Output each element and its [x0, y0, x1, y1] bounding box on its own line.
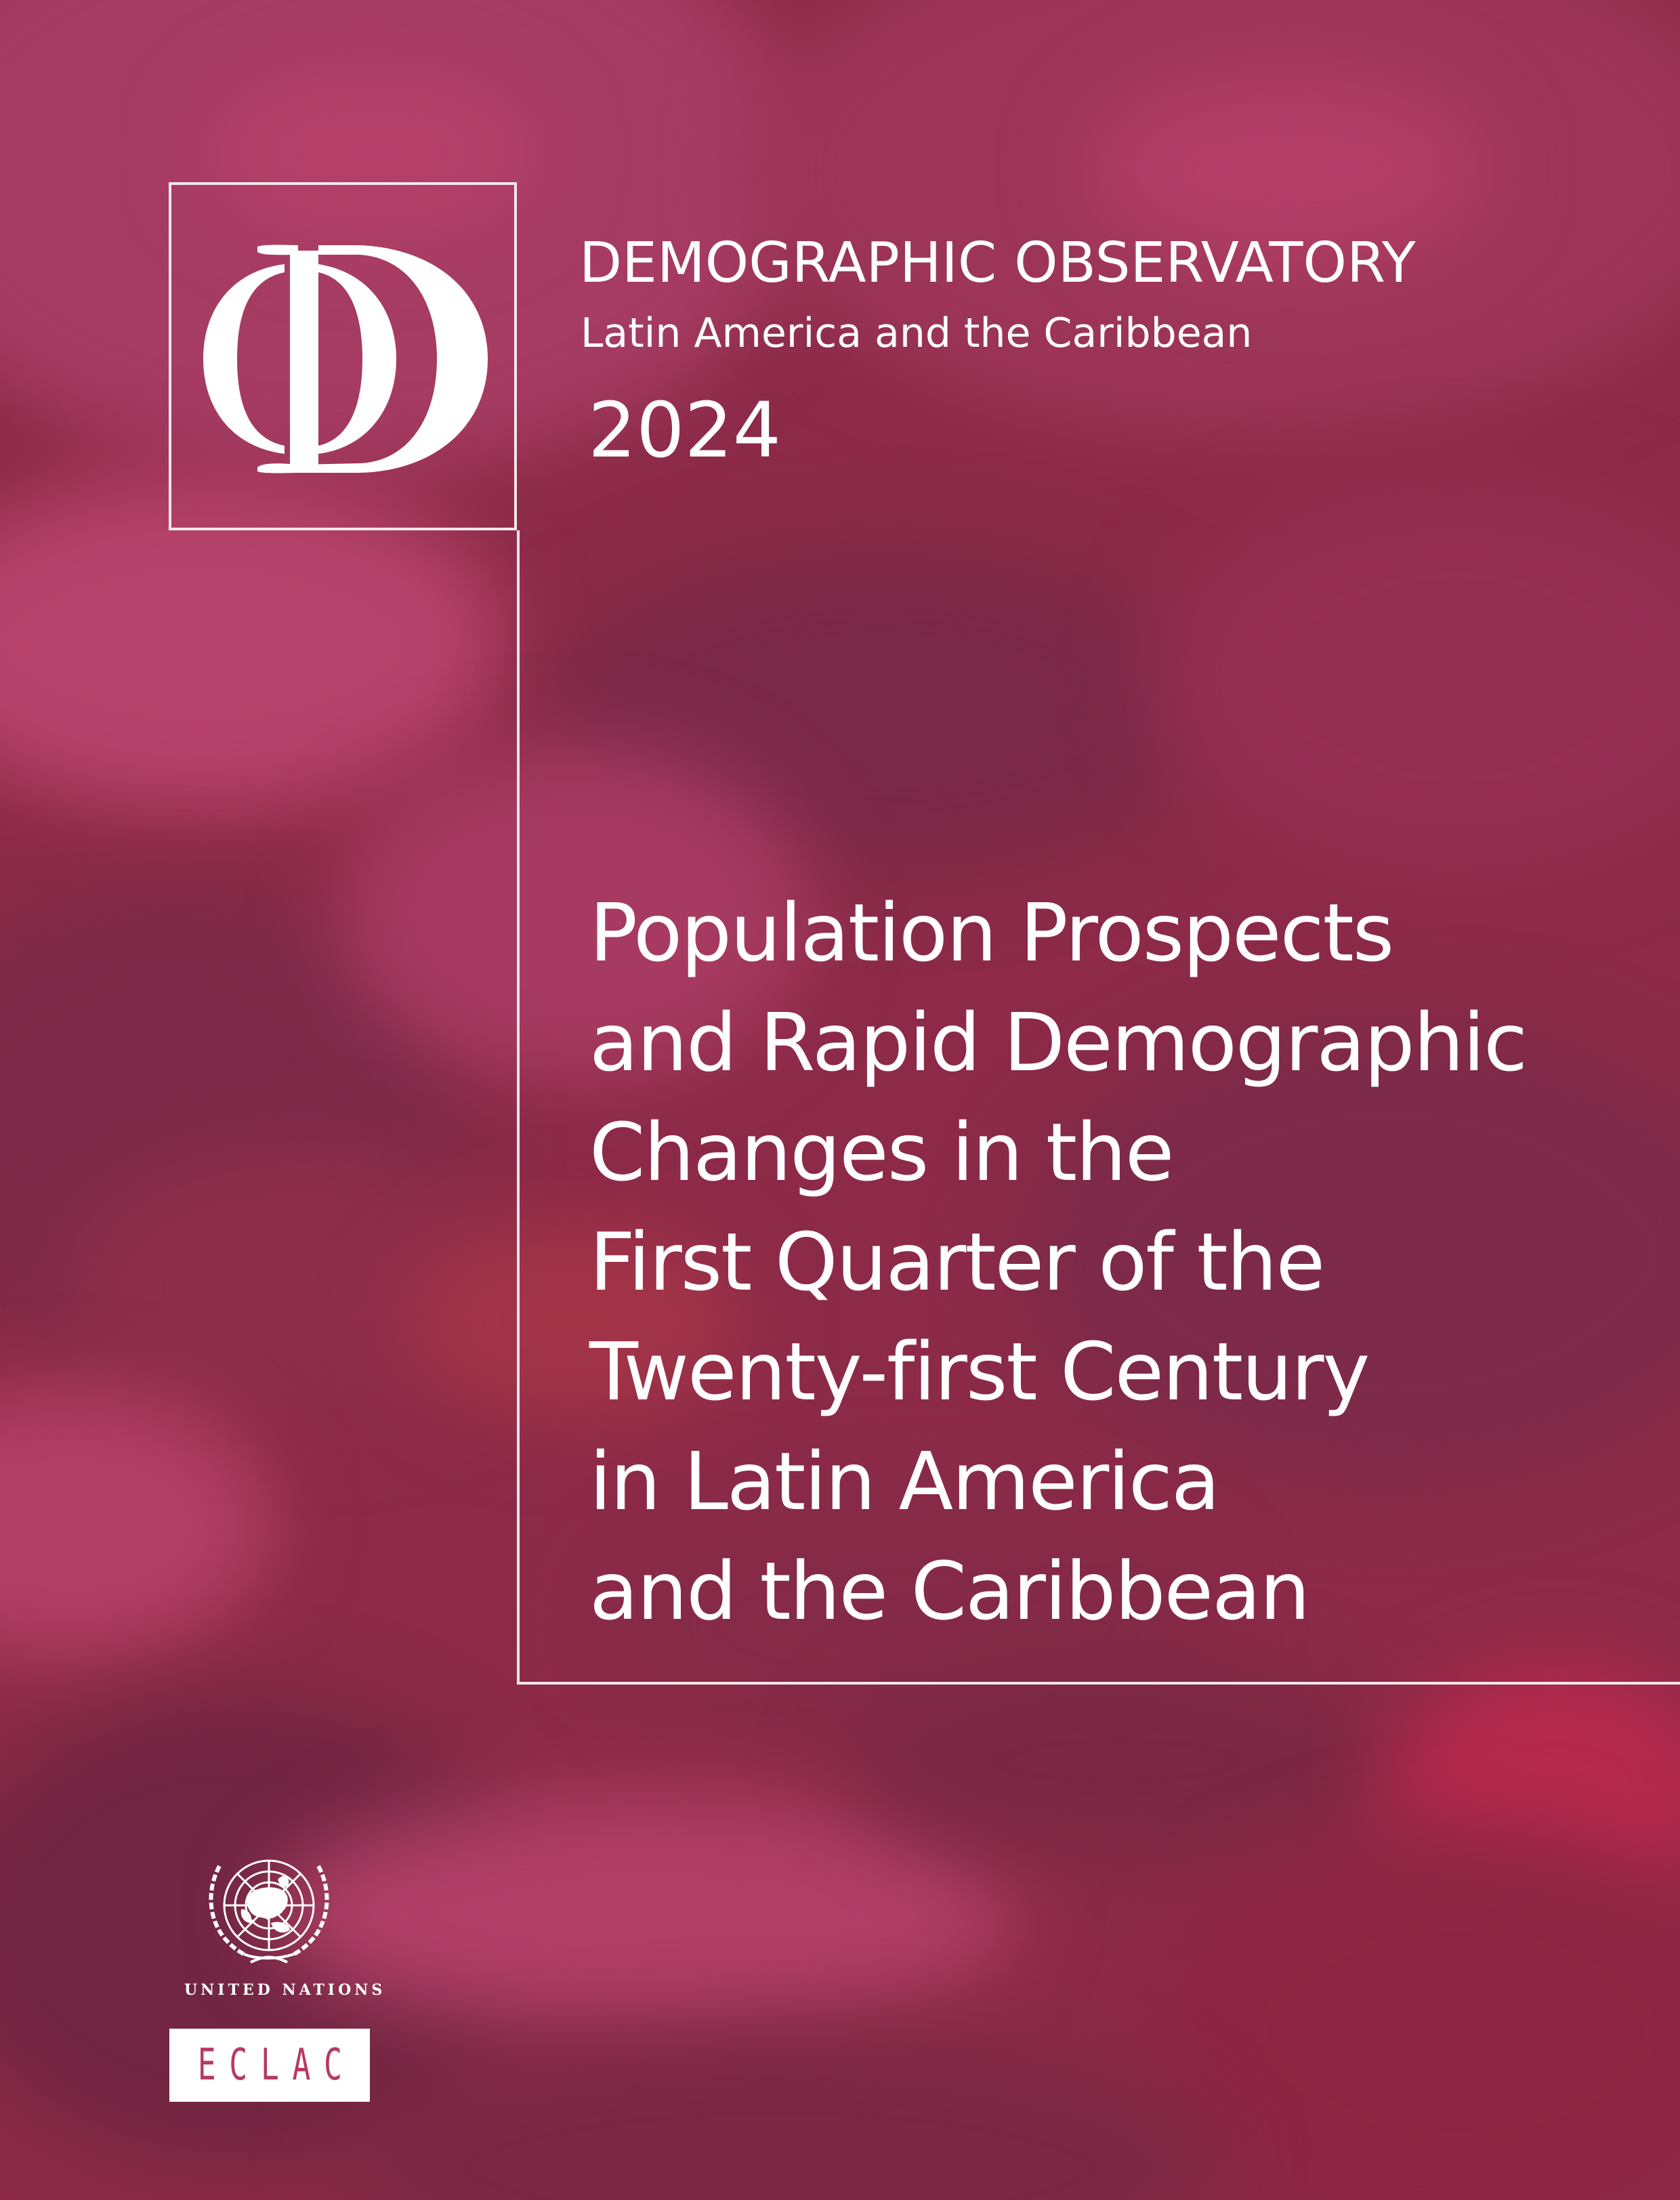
title-line: First Quarter of the — [589, 1215, 1325, 1309]
edition-year: 2024 — [588, 387, 782, 475]
series-title: DEMOGRAPHIC OBSERVATORY — [579, 231, 1416, 295]
eclac-logo: ECLAC — [169, 2029, 370, 2102]
publication-title: Population Prospects and Rapid Demograph… — [589, 878, 1528, 1646]
logo-frame — [169, 182, 517, 530]
title-line: in Latin America — [589, 1435, 1220, 1528]
eclac-label: ECLAC — [197, 2040, 356, 2090]
title-line: and Rapid Demographic — [589, 996, 1528, 1089]
frame-divider-vertical — [517, 530, 520, 1685]
frame-divider-horizontal — [517, 1682, 1680, 1685]
title-line: and the Caribbean — [589, 1544, 1310, 1638]
title-line: Changes in the — [589, 1105, 1175, 1199]
series-subtitle: Latin America and the Caribbean — [581, 310, 1253, 357]
united-nations-label: UNITED NATIONS — [184, 1981, 386, 1999]
title-line: Population Prospects — [589, 886, 1394, 979]
od-monogram-icon — [203, 245, 488, 473]
un-emblem-icon — [209, 1859, 329, 1964]
title-line: Twenty-first Century — [589, 1325, 1370, 1418]
